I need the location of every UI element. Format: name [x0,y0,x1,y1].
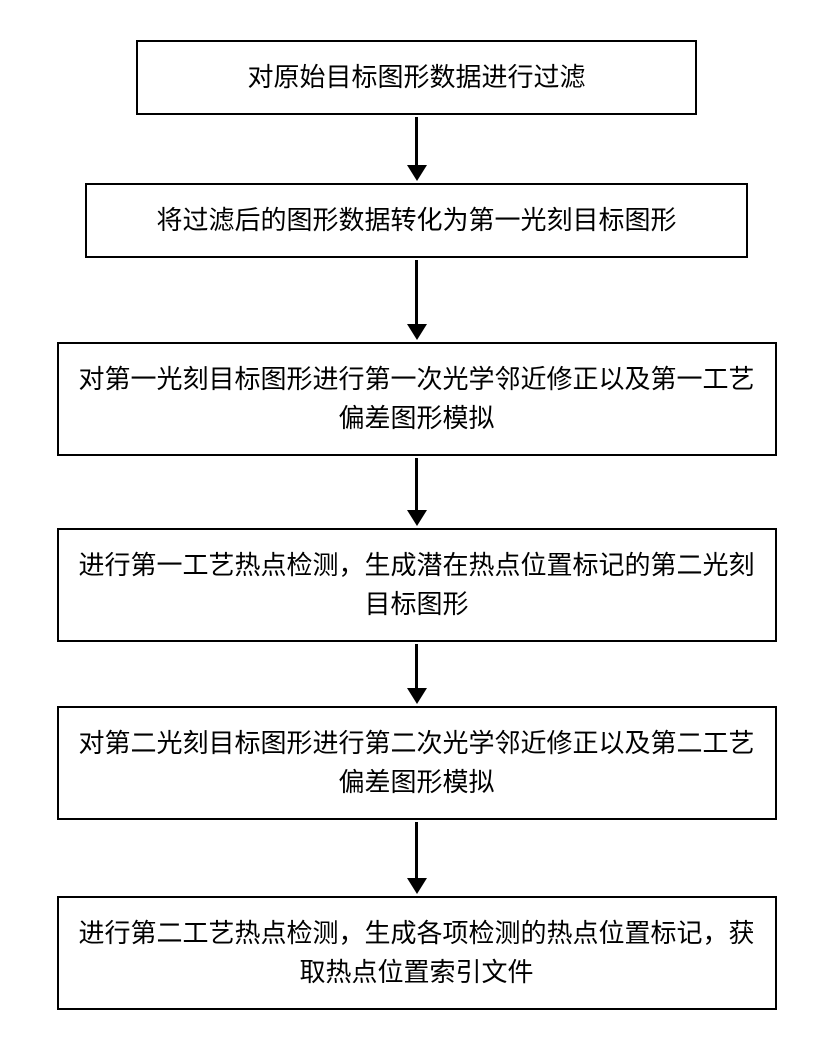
arrow-down-icon [407,822,427,894]
arrow-line [415,117,418,165]
arrow-line [415,822,418,878]
flowchart-step-2: 将过滤后的图形数据转化为第一光刻目标图形 [85,183,747,258]
step-text: 对第二光刻目标图形进行第二次光学邻近修正以及第二工艺偏差图形模拟 [79,729,755,797]
arrow-line [415,644,418,688]
flowchart-container: 对原始目标图形数据进行过滤将过滤后的图形数据转化为第一光刻目标图形对第一光刻目标… [57,40,777,1010]
step-text: 对第一光刻目标图形进行第一次光学邻近修正以及第一工艺偏差图形模拟 [79,365,755,433]
step-text: 进行第二工艺热点检测，生成各项检测的热点位置标记，获取热点位置索引文件 [79,919,755,987]
arrow-head-icon [407,878,427,894]
arrow-down-icon [407,260,427,340]
step-text: 对原始目标图形数据进行过滤 [247,63,585,92]
flowchart-step-5: 对第二光刻目标图形进行第二次光学邻近修正以及第二工艺偏差图形模拟 [57,706,777,820]
arrow-line [415,260,418,324]
arrow-line [415,458,418,510]
arrow-down-icon [407,117,427,181]
arrow-down-icon [407,458,427,526]
step-text: 将过滤后的图形数据转化为第一光刻目标图形 [156,206,676,235]
flowchart-step-4: 进行第一工艺热点检测，生成潜在热点位置标记的第二光刻目标图形 [57,528,777,642]
arrow-head-icon [407,324,427,340]
flowchart-step-6: 进行第二工艺热点检测，生成各项检测的热点位置标记，获取热点位置索引文件 [57,896,777,1010]
arrow-head-icon [407,688,427,704]
flowchart-step-1: 对原始目标图形数据进行过滤 [136,40,698,115]
step-text: 进行第一工艺热点检测，生成潜在热点位置标记的第二光刻目标图形 [79,551,755,619]
flowchart-step-3: 对第一光刻目标图形进行第一次光学邻近修正以及第一工艺偏差图形模拟 [57,342,777,456]
arrow-head-icon [407,165,427,181]
arrow-down-icon [407,644,427,704]
arrow-head-icon [407,510,427,526]
